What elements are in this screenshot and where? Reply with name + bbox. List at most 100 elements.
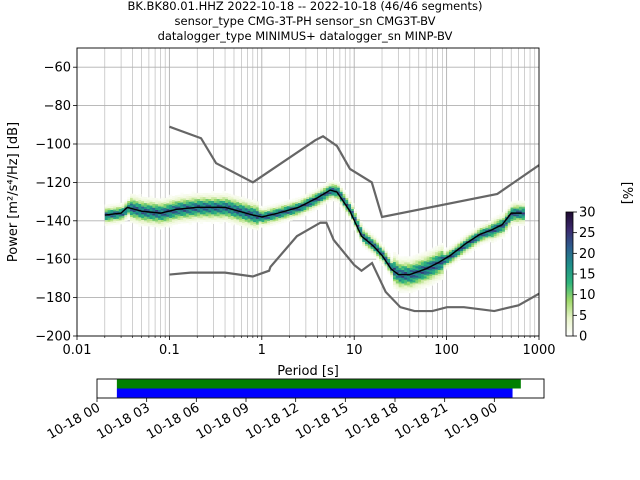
cloud-cell <box>485 227 489 230</box>
x-axis-label: Period [s] <box>277 364 339 379</box>
cloud-cell <box>152 207 156 210</box>
cloud-cell <box>510 203 514 206</box>
cloud-cell <box>504 212 509 215</box>
cloud-cell <box>171 196 176 199</box>
cloud-cell <box>401 277 405 280</box>
cloud-cell <box>488 220 492 223</box>
cloud-cell <box>440 243 444 246</box>
cloud-cell <box>401 287 405 290</box>
cloud-cell <box>482 234 486 237</box>
cloud-cell <box>227 216 232 220</box>
cloud-cell <box>423 251 427 254</box>
cloud-cell <box>415 281 419 284</box>
cloud-cell <box>314 190 318 193</box>
cloud-cell <box>227 197 232 200</box>
cloud-cell <box>342 209 346 212</box>
cloud-cell <box>454 243 458 246</box>
cloud-cell <box>227 203 232 206</box>
cloud-cell <box>476 225 481 228</box>
cloud-cell <box>253 204 257 207</box>
cloud-cell <box>418 261 422 264</box>
cloud-cell <box>429 270 433 273</box>
cloud-cell <box>250 199 254 203</box>
cloud-cell <box>496 228 500 231</box>
cloud-cell <box>244 206 248 209</box>
cloud-cell <box>393 279 397 282</box>
cloud-cell <box>295 211 299 214</box>
cloud-cell <box>169 225 173 228</box>
cloud-cell <box>376 240 380 243</box>
cloud-cell <box>420 286 425 290</box>
cloud-cell <box>412 280 416 283</box>
cloud-cell <box>208 194 212 198</box>
cloud-cell <box>255 210 260 214</box>
cloud-cell <box>213 204 218 207</box>
cloud-cell <box>166 197 170 200</box>
cloud-cell <box>135 222 139 225</box>
cloud-cell <box>384 252 388 255</box>
cloud-cell <box>443 258 447 261</box>
cloud-cell <box>157 215 162 218</box>
cloud-cell <box>482 230 486 233</box>
cloud-cell <box>174 214 178 217</box>
cloud-cell <box>434 263 439 266</box>
cloud-cell <box>499 230 503 234</box>
cloud-cell <box>303 211 307 214</box>
cloud-cell <box>331 185 335 188</box>
cloud-cell <box>169 202 173 205</box>
x-axis-ticks: 0.01 0.1 1 10 100 1000 <box>63 336 556 358</box>
cloud-cell <box>213 214 218 217</box>
cloud-cell <box>513 206 517 209</box>
cloud-cell <box>504 227 509 231</box>
cloud-cell <box>227 220 232 223</box>
cloud-cell <box>303 207 307 210</box>
cloud-cell <box>348 200 352 203</box>
cloud-cell <box>113 222 117 225</box>
cloud-cell <box>197 212 201 215</box>
timeline-bar-data <box>116 379 521 389</box>
cloud-cell <box>255 205 260 208</box>
cloud-cell <box>104 212 109 215</box>
cloud-cell <box>216 196 220 200</box>
cloud-cell <box>278 204 282 207</box>
cloud-cell <box>510 220 514 223</box>
cloud-cell <box>155 225 159 228</box>
cloud-cell <box>468 250 472 253</box>
cloud-cell <box>317 189 321 192</box>
cloud-cell <box>272 207 276 210</box>
cloud-cell <box>409 269 413 272</box>
cloud-cell <box>348 211 352 214</box>
cloud-cell <box>418 284 422 287</box>
cloud-cell <box>474 233 478 236</box>
cloud-cell <box>311 205 316 208</box>
cloud-cell <box>404 285 408 288</box>
cloud-cell <box>236 205 240 208</box>
cloud-cell <box>334 184 338 187</box>
cloud-cell <box>418 262 422 266</box>
cloud-cell <box>143 223 148 227</box>
cloud-cell <box>490 233 495 236</box>
cloud-cell <box>337 189 341 192</box>
cloud-cell <box>409 288 413 292</box>
cloud-cell <box>404 260 408 263</box>
cloud-cell <box>261 210 265 213</box>
cloud-cell <box>199 198 204 201</box>
cloud-cell <box>393 284 397 288</box>
cloud-cell <box>513 223 517 226</box>
cloud-cell <box>132 198 136 201</box>
cloud-cell <box>510 224 514 227</box>
cloud-cell <box>337 181 341 184</box>
cloud-cell <box>278 221 282 224</box>
cloud-cell <box>269 217 274 221</box>
cloud-cell <box>407 265 411 269</box>
cloud-cell <box>490 235 495 238</box>
cloud-cell <box>202 192 206 196</box>
cloud-cell <box>328 199 332 202</box>
cloud-cell <box>281 217 285 220</box>
cloud-cell <box>395 287 399 290</box>
cloud-cell <box>432 276 436 279</box>
cloud-cell <box>272 205 276 208</box>
cloud-cell <box>311 190 316 193</box>
cloud-cell <box>482 238 486 241</box>
cloud-cell <box>166 216 170 219</box>
